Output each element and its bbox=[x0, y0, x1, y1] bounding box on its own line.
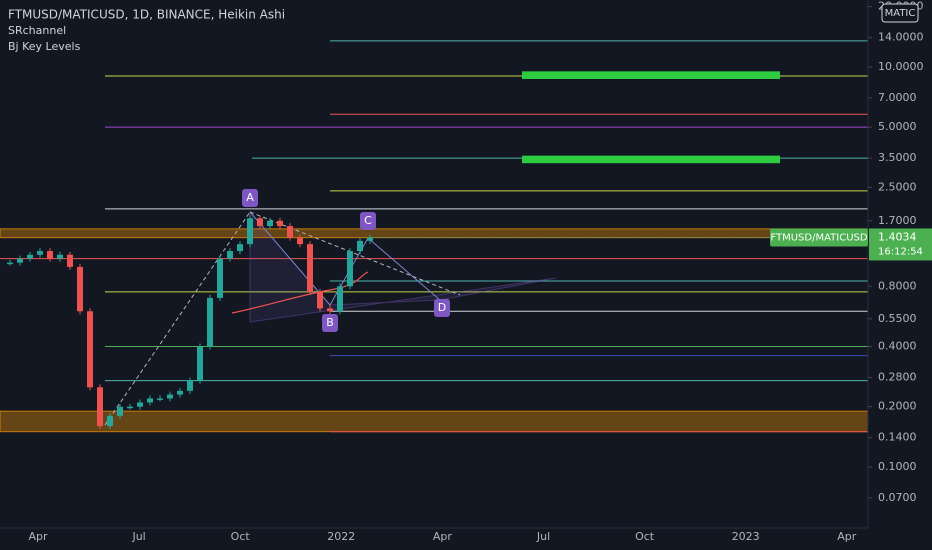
pattern-dash bbox=[104, 211, 251, 426]
candle bbox=[317, 291, 323, 309]
y-tick-label: 3.5000 bbox=[878, 151, 917, 164]
target-box bbox=[522, 155, 780, 164]
x-tick-label: Oct bbox=[231, 530, 251, 543]
y-tick-label: 0.1000 bbox=[878, 460, 917, 473]
y-tick-label: 1.7000 bbox=[878, 214, 917, 227]
y-tick-label: 7.0000 bbox=[878, 91, 917, 104]
candle bbox=[167, 394, 173, 399]
pattern-dash bbox=[249, 211, 461, 296]
candle bbox=[177, 390, 183, 395]
pattern-label: B bbox=[326, 316, 334, 329]
moving-average bbox=[231, 271, 369, 314]
pattern-badge bbox=[322, 314, 338, 332]
target-box bbox=[522, 71, 780, 79]
candle bbox=[37, 251, 43, 255]
candle bbox=[327, 308, 333, 312]
x-tick-label: Jul bbox=[131, 530, 145, 543]
candle bbox=[117, 406, 123, 416]
sr-zone bbox=[0, 410, 869, 433]
countdown: 16:12:54 bbox=[878, 246, 923, 257]
y-tick-label: 2.5000 bbox=[878, 180, 917, 193]
candle bbox=[307, 244, 313, 292]
candle bbox=[107, 415, 113, 427]
x-tick-label: Apr bbox=[28, 530, 48, 543]
candle bbox=[77, 266, 83, 312]
candle bbox=[367, 237, 373, 241]
y-tick-label: 10.0000 bbox=[878, 60, 924, 73]
pattern-badge bbox=[242, 189, 258, 207]
candle bbox=[187, 380, 193, 391]
chart-title: FTMUSD/MATICUSD, 1D, BINANCE, Heikin Ash… bbox=[8, 8, 285, 22]
candle bbox=[237, 244, 243, 252]
candle bbox=[297, 237, 303, 245]
candle bbox=[257, 218, 263, 227]
pattern-label: A bbox=[246, 191, 254, 204]
x-tick-label: Apr bbox=[837, 530, 857, 543]
candle bbox=[277, 220, 283, 227]
pattern-badge bbox=[434, 299, 450, 317]
candle bbox=[97, 387, 103, 427]
candle bbox=[217, 258, 223, 298]
indicator: Bj Key Levels bbox=[8, 40, 81, 53]
candle bbox=[157, 398, 163, 400]
candle bbox=[147, 398, 153, 403]
price-axis bbox=[868, 0, 932, 550]
indicator: SRchannel bbox=[8, 24, 66, 37]
candle bbox=[7, 262, 13, 265]
candle bbox=[227, 251, 233, 259]
x-tick-label: Jul bbox=[536, 530, 550, 543]
candle bbox=[247, 218, 253, 245]
candle bbox=[207, 297, 213, 347]
y-tick-label: 5.0000 bbox=[878, 120, 917, 133]
pattern-label: D bbox=[438, 301, 446, 314]
candle bbox=[347, 251, 353, 287]
x-tick-label: Oct bbox=[635, 530, 655, 543]
last-price-bg bbox=[869, 228, 932, 261]
x-tick-label: Apr bbox=[433, 530, 453, 543]
pattern-badge bbox=[360, 212, 376, 230]
candle bbox=[337, 286, 343, 312]
candle bbox=[47, 251, 53, 259]
y-tick-label: 0.8000 bbox=[878, 279, 917, 292]
y-tick-label: 0.2800 bbox=[878, 370, 917, 383]
candle bbox=[357, 240, 363, 252]
sr-zone bbox=[0, 228, 869, 239]
candle bbox=[287, 226, 293, 238]
y-tick-label: 0.0700 bbox=[878, 491, 917, 504]
y-tick-label: 0.1400 bbox=[878, 431, 917, 444]
candle bbox=[57, 254, 63, 259]
candle bbox=[197, 346, 203, 381]
y-tick-label: 14.0000 bbox=[878, 31, 924, 44]
last-price: 1.4034 bbox=[878, 230, 917, 243]
x-tick-label: 2023 bbox=[732, 530, 760, 543]
y-tick-label: 0.2000 bbox=[878, 400, 917, 413]
candle bbox=[67, 254, 73, 267]
candle bbox=[87, 311, 93, 388]
x-tick-label: 2022 bbox=[327, 530, 355, 543]
symbol-badge-text: MATIC bbox=[885, 8, 916, 19]
y-tick-label: 0.4000 bbox=[878, 339, 917, 352]
candle bbox=[27, 254, 33, 259]
symbol-badge bbox=[881, 3, 919, 23]
y-tick-label: 0.5500 bbox=[878, 312, 917, 325]
candle bbox=[17, 258, 23, 263]
price-label-bg bbox=[770, 228, 868, 247]
candle bbox=[267, 220, 273, 227]
pattern-label: C bbox=[364, 214, 372, 227]
price-label: FTMUSD/MATICUSD bbox=[770, 232, 867, 243]
candle bbox=[127, 406, 133, 409]
candle bbox=[137, 402, 143, 407]
